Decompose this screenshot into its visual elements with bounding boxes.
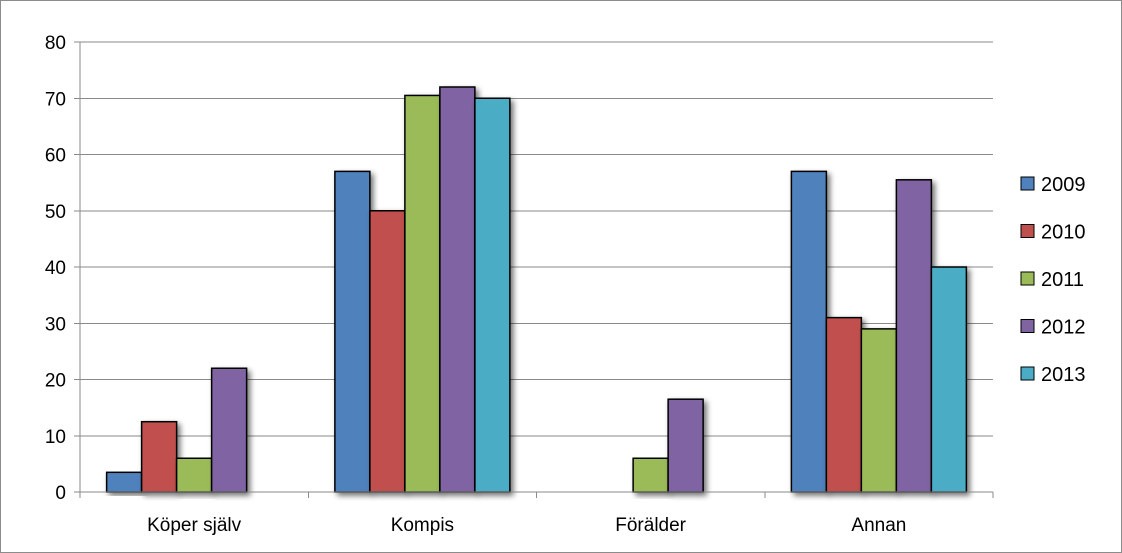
bar-2012-3 bbox=[895, 179, 933, 493]
y-tick-label: 80 bbox=[45, 33, 66, 54]
legend-swatch bbox=[1020, 224, 1035, 238]
bar-2013-3 bbox=[930, 266, 968, 493]
bar-2011-1 bbox=[404, 94, 441, 493]
legend-swatch bbox=[1020, 271, 1035, 286]
legend-label: 2011 bbox=[1041, 269, 1084, 291]
legend-swatch bbox=[1020, 176, 1035, 191]
bar-2011-0 bbox=[175, 457, 213, 493]
legend-label: 2012 bbox=[1041, 317, 1086, 339]
legend-swatch bbox=[1020, 319, 1035, 333]
x-category-label: Kompis bbox=[391, 515, 454, 536]
y-tick-label: 70 bbox=[45, 89, 66, 110]
bar-2009-1 bbox=[334, 170, 371, 493]
y-tick-label: 30 bbox=[45, 314, 66, 335]
x-category-label: Förälder bbox=[615, 515, 686, 536]
bar-2009-3 bbox=[790, 170, 828, 493]
y-tick-label: 40 bbox=[45, 258, 66, 279]
bar-2011-3 bbox=[860, 328, 898, 493]
bar-2010-3 bbox=[825, 316, 863, 493]
legend-label: 2010 bbox=[1041, 222, 1086, 244]
bar-2011-2 bbox=[632, 457, 669, 493]
bar-2012-0 bbox=[210, 367, 248, 493]
y-tick-label: 0 bbox=[55, 483, 66, 504]
bar-2010-1 bbox=[369, 210, 406, 493]
legend-swatch bbox=[1020, 366, 1035, 381]
bars bbox=[105, 86, 968, 493]
legend: 2009 2010 2011 2012 2013 bbox=[1020, 174, 1086, 386]
bar-2013-1 bbox=[474, 97, 511, 493]
bar-2012-2 bbox=[667, 398, 704, 493]
bar-2009-0 bbox=[105, 471, 143, 493]
y-tick-label: 10 bbox=[45, 427, 66, 448]
x-axis: Köper själv Kompis Förälder Annan bbox=[79, 491, 994, 536]
bar-2012-1 bbox=[439, 86, 476, 493]
y-tick-label: 60 bbox=[45, 146, 66, 167]
legend-label: 2009 bbox=[1041, 174, 1086, 196]
legend-label: 2013 bbox=[1041, 364, 1086, 386]
bar-2010-0 bbox=[140, 420, 178, 493]
x-category-label: Köper själv bbox=[147, 515, 241, 536]
y-axis: 0 10 20 30 40 50 60 70 80 bbox=[45, 33, 81, 504]
y-tick-label: 20 bbox=[45, 371, 66, 392]
x-category-label: Annan bbox=[851, 515, 906, 536]
y-tick-label: 50 bbox=[45, 202, 66, 223]
